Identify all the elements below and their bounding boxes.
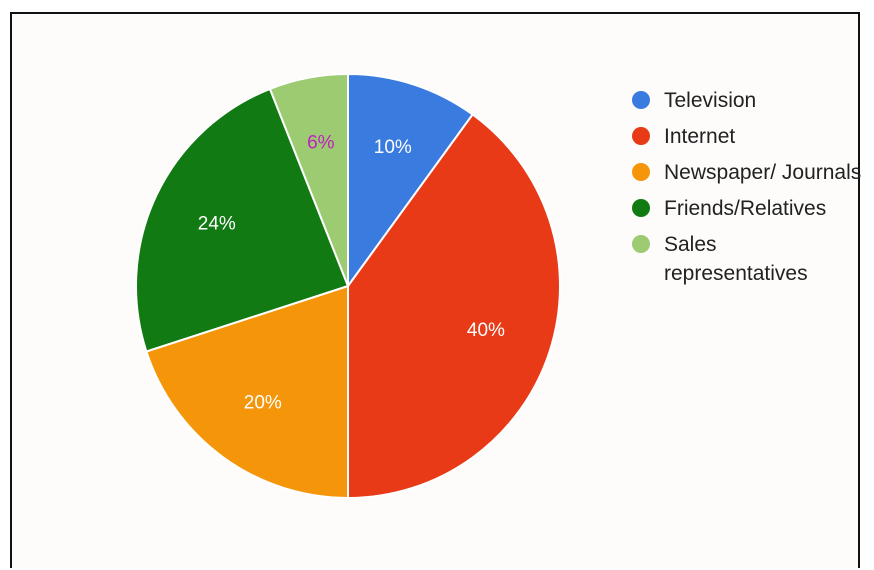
pie-slice-television <box>347 72 475 290</box>
data-label-newspaper-journals: 20% <box>244 392 282 413</box>
legend-label-newspaper: Newspaper/ Journals <box>664 161 862 184</box>
legend-item-newspaper: Newspaper/ Journals <box>622 158 862 187</box>
data-label-sales-representatives: 6% <box>307 133 335 154</box>
legend-swatch-television <box>632 91 650 109</box>
legend-item-internet: Internet <box>622 122 862 151</box>
legend-item-television: Television <box>622 86 862 115</box>
legend-swatch-friends <box>632 199 650 217</box>
legend-label-sales: Sales representatives <box>664 233 808 285</box>
legend-item-friends: Friends/Relatives <box>622 194 862 223</box>
data-label-internet: 40% <box>467 320 505 341</box>
pie-slice-sales-representatives <box>268 72 349 287</box>
pie-chart: 10% 40% 20% 24% 6% <box>135 72 561 500</box>
data-label-television: 10% <box>374 137 412 158</box>
legend-swatch-sales <box>632 235 650 253</box>
chart-frame: 10% 40% 20% 24% 6% Television Internet Newsp… <box>10 12 862 568</box>
legend-swatch-internet <box>632 127 650 145</box>
legend-label-friends: Friends/Relatives <box>664 197 827 220</box>
legend-item-sales: Sales representatives <box>622 230 862 288</box>
legend-swatch-newspaper <box>632 163 650 181</box>
legend-label-television: Television <box>664 89 757 112</box>
pie-slice-newspaper-journals <box>145 284 349 500</box>
legend: Television Internet Newspaper/ Journals … <box>622 86 862 295</box>
data-label-friends-relatives: 24% <box>198 213 236 234</box>
pie-slice-internet <box>347 113 561 500</box>
legend-label-internet: Internet <box>664 125 736 148</box>
